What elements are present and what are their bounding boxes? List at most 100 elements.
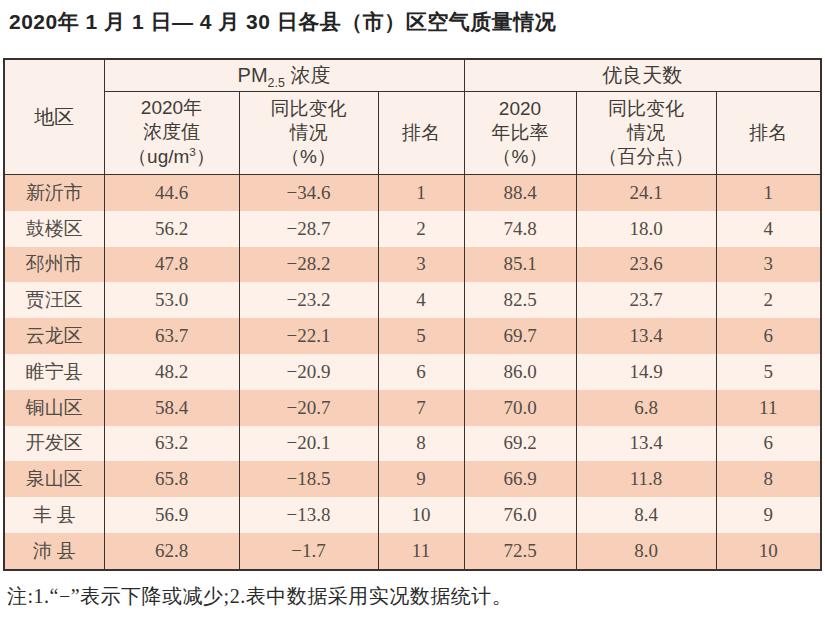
gd-change-cell: 23.6 [576, 247, 716, 283]
pm-value-cell: 62.8 [104, 533, 239, 570]
gd-ratio-cell: 85.1 [464, 247, 576, 283]
pm25-label-prefix: PM [238, 64, 268, 86]
table-row: 鼓楼区 56.2 −28.7 2 74.8 18.0 4 [4, 211, 821, 247]
pm-change-cell: −13.8 [239, 497, 378, 533]
table-row: 开发区 63.2 −20.1 8 69.2 13.4 6 [4, 426, 821, 462]
gd-rank-cell: 3 [716, 247, 821, 283]
pm-rank-cell: 7 [378, 390, 464, 426]
region-cell: 邳州市 [4, 247, 104, 283]
pm-change-cell: −28.2 [239, 247, 378, 283]
gd-ratio-cell: 72.5 [464, 533, 576, 570]
gd-rank-cell: 1 [716, 175, 821, 211]
header-pm-value-unit: （ug/m3） [105, 144, 239, 170]
gd-ratio-cell: 88.4 [464, 175, 576, 211]
header-pm-change-line1: 同比变化 [240, 97, 378, 121]
header-gd-change-line1: 同比变化 [577, 97, 716, 121]
header-pm-change: 同比变化 情况 （%） [239, 92, 378, 175]
pm-rank-cell: 6 [378, 354, 464, 390]
table-row: 泉山区 65.8 −18.5 9 66.9 11.8 8 [4, 461, 821, 497]
pm-value-cell: 63.2 [104, 426, 239, 462]
pm-value-cell: 63.7 [104, 318, 239, 354]
region-cell: 开发区 [4, 426, 104, 462]
header-gd-ratio: 2020 年比率 （%） [464, 92, 576, 175]
gd-rank-cell: 9 [716, 497, 821, 533]
header-region: 地区 [4, 59, 104, 175]
table-row: 铜山区 58.4 −20.7 7 70.0 6.8 11 [4, 390, 821, 426]
region-cell: 鼓楼区 [4, 211, 104, 247]
pm-change-cell: −28.7 [239, 211, 378, 247]
pm-rank-cell: 9 [378, 461, 464, 497]
table-row: 邳州市 47.8 −28.2 3 85.1 23.6 3 [4, 247, 821, 283]
gd-change-cell: 11.8 [576, 461, 716, 497]
region-cell: 新沂市 [4, 175, 104, 211]
pm-rank-cell: 3 [378, 247, 464, 283]
pm-change-cell: −18.5 [239, 461, 378, 497]
region-cell: 贾汪区 [4, 282, 104, 318]
pm-change-cell: −23.2 [239, 282, 378, 318]
footnote: 注:1.“−”表示下降或减少;2.表中数据采用实况数据统计。 [7, 583, 512, 610]
header-gd-ratio-line3: （%） [465, 145, 576, 169]
pm-value-cell: 44.6 [104, 175, 239, 211]
table-row: 新沂市 44.6 −34.6 1 88.4 24.1 1 [4, 175, 821, 211]
pm-rank-cell: 10 [378, 497, 464, 533]
header-gd-ratio-line2: 年比率 [465, 121, 576, 145]
pm-value-cell: 65.8 [104, 461, 239, 497]
pm-rank-cell: 11 [378, 533, 464, 570]
gd-change-cell: 8.0 [576, 533, 716, 570]
pm25-label-suffix: 浓度 [285, 64, 331, 86]
pm-value-cell: 48.2 [104, 354, 239, 390]
header-gd-rank: 排名 [716, 92, 821, 175]
gd-rank-cell: 11 [716, 390, 821, 426]
pm-change-cell: −20.7 [239, 390, 378, 426]
pm-rank-cell: 5 [378, 318, 464, 354]
gd-change-cell: 23.7 [576, 282, 716, 318]
pm-rank-cell: 1 [378, 175, 464, 211]
header-pm-change-line2: 情况 [240, 121, 378, 145]
gd-ratio-cell: 69.7 [464, 318, 576, 354]
gd-ratio-cell: 74.8 [464, 211, 576, 247]
unit-prefix: （ug/m [128, 147, 189, 168]
table-row: 沛 县 62.8 −1.7 11 72.5 8.0 10 [4, 533, 821, 570]
gd-rank-cell: 5 [716, 354, 821, 390]
region-cell: 沛 县 [4, 533, 104, 570]
header-group-row: 地区 PM2.5 浓度 优良天数 [4, 59, 821, 92]
gd-change-cell: 24.1 [576, 175, 716, 211]
region-cell: 丰 县 [4, 497, 104, 533]
pm-rank-cell: 8 [378, 426, 464, 462]
pm-rank-cell: 4 [378, 282, 464, 318]
pm-change-cell: −1.7 [239, 533, 378, 570]
gd-change-cell: 18.0 [576, 211, 716, 247]
gd-ratio-cell: 86.0 [464, 354, 576, 390]
pm-change-cell: −20.1 [239, 426, 378, 462]
header-pm-value: 2020年 浓度值 （ug/m3） [104, 92, 239, 175]
gd-rank-cell: 10 [716, 533, 821, 570]
table-row: 丰 县 56.9 −13.8 10 76.0 8.4 9 [4, 497, 821, 533]
region-cell: 铜山区 [4, 390, 104, 426]
header-pm-change-line3: （%） [240, 145, 378, 169]
table-row: 睢宁县 48.2 −20.9 6 86.0 14.9 5 [4, 354, 821, 390]
air-quality-report-page: 2020年 1 月 1 日— 4 月 30 日各县（市）区空气质量情况 地区 P… [0, 0, 825, 620]
gd-change-cell: 13.4 [576, 426, 716, 462]
gd-change-cell: 6.8 [576, 390, 716, 426]
gd-rank-cell: 6 [716, 426, 821, 462]
gd-ratio-cell: 66.9 [464, 461, 576, 497]
region-cell: 睢宁县 [4, 354, 104, 390]
gd-rank-cell: 4 [716, 211, 821, 247]
pm-change-cell: −20.9 [239, 354, 378, 390]
gd-change-cell: 14.9 [576, 354, 716, 390]
gd-rank-cell: 8 [716, 461, 821, 497]
gd-ratio-cell: 69.2 [464, 426, 576, 462]
pm-change-cell: −34.6 [239, 175, 378, 211]
table-row: 贾汪区 53.0 −23.2 4 82.5 23.7 2 [4, 282, 821, 318]
gd-rank-cell: 2 [716, 282, 821, 318]
page-title: 2020年 1 月 1 日— 4 月 30 日各县（市）区空气质量情况 [9, 8, 556, 36]
header-gd-change: 同比变化 情况 （百分点） [576, 92, 716, 175]
header-pm-value-line2: 浓度值 [105, 120, 239, 144]
region-cell: 云龙区 [4, 318, 104, 354]
gd-ratio-cell: 76.0 [464, 497, 576, 533]
region-cell: 泉山区 [4, 461, 104, 497]
pm-rank-cell: 2 [378, 211, 464, 247]
gd-ratio-cell: 82.5 [464, 282, 576, 318]
header-gd-change-line2: 情况 [577, 121, 716, 145]
pm-value-cell: 47.8 [104, 247, 239, 283]
